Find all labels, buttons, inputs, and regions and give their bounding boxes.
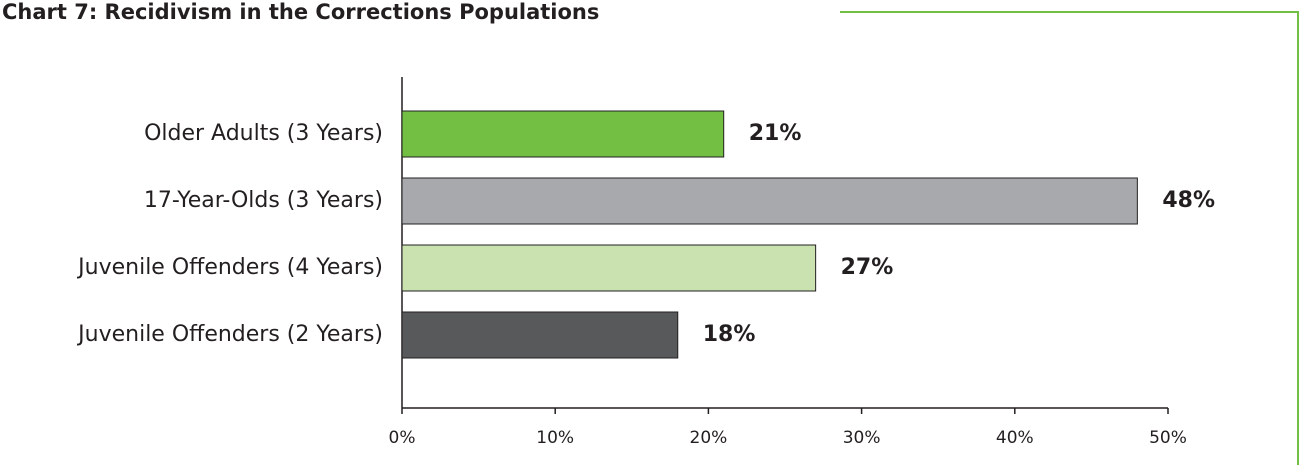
bar [401, 177, 1138, 225]
bar [401, 244, 817, 292]
x-tick-label: 30% [843, 428, 881, 448]
y-tick-label: Older Adults (3 Years) [144, 121, 383, 146]
value-label: 18% [703, 322, 756, 347]
chart-title: Chart 7: Recidivism in the Corrections P… [2, 0, 599, 24]
y-tick-label: 17-Year-Olds (3 Years) [144, 188, 383, 213]
x-tick-label: 10% [536, 428, 574, 448]
value-label: 48% [1162, 188, 1215, 213]
value-label: 27% [841, 255, 894, 280]
value-label: 21% [749, 121, 802, 146]
x-tick-label: 0% [389, 428, 416, 448]
x-tick-label: 50% [1149, 428, 1187, 448]
y-tick-label: Juvenile Offenders (2 Years) [76, 322, 383, 347]
x-tick-label: 20% [690, 428, 728, 448]
x-tick-label: 40% [996, 428, 1034, 448]
frame-border [840, 11, 1299, 465]
bar [401, 311, 679, 359]
y-tick-label: Juvenile Offenders (4 Years) [76, 255, 383, 280]
bar [401, 110, 725, 158]
